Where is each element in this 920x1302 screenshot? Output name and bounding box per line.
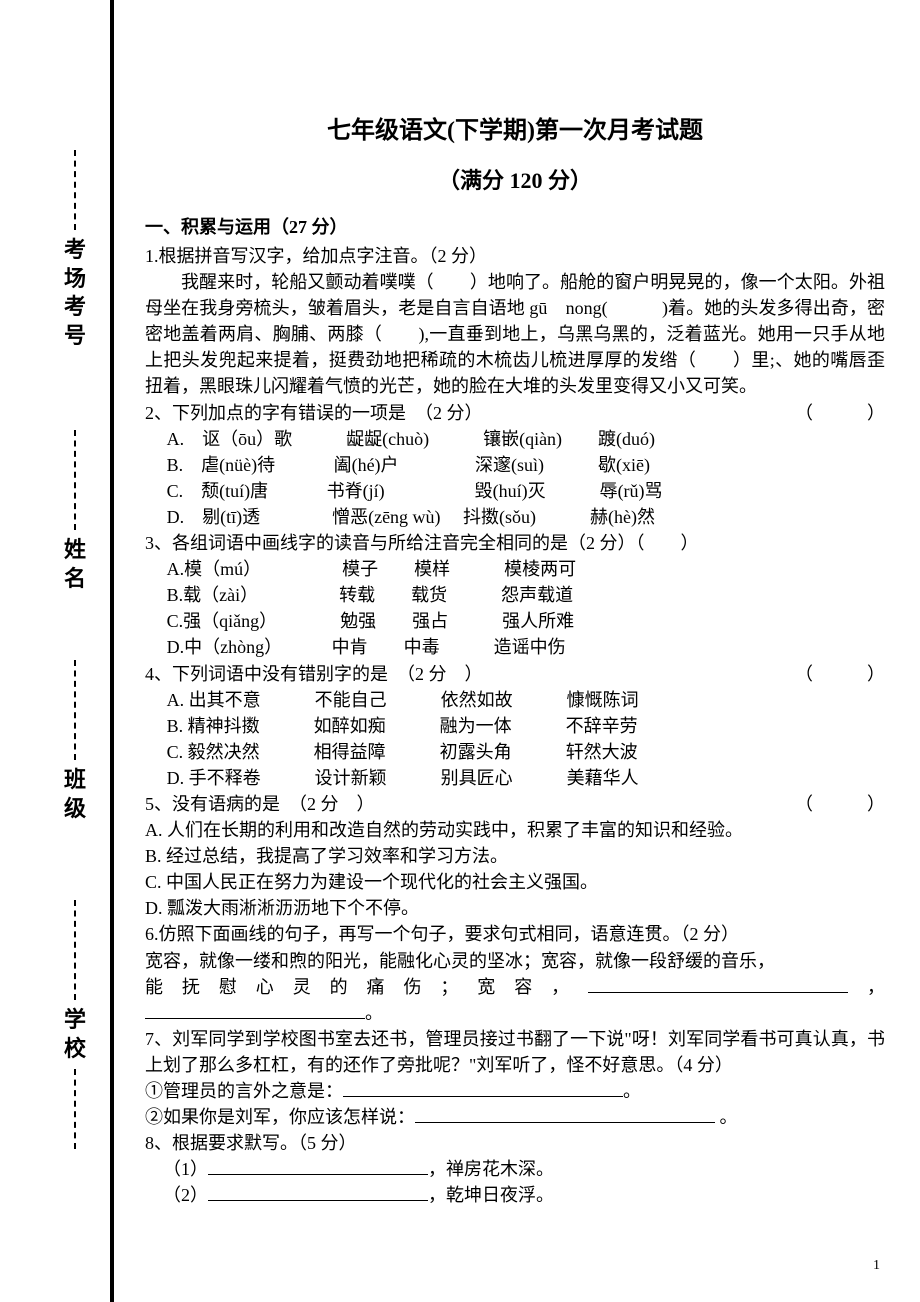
q6-text-b-line: 能抚慰心灵的痛伤；宽容， ， [145,974,885,1000]
q5-stem: 5、没有语病的是 （2 分 ） [145,791,375,817]
q6-text-a: 宽容，就像一缕和煦的阳光，能融化心灵的坚冰；宽容，就像一段舒缓的音乐， [145,948,885,974]
q2-stem: 2、下列加点的字有错误的一项是 （2 分） [145,400,483,426]
dash-line [74,1069,76,1149]
q2-option-b: B. 虐(nüè)待 阖(hé)户 深邃(suì) 歇(xiē) [145,452,885,478]
fill-blank [588,992,848,993]
q4-stem-row: 4、下列词语中没有错别字的是 （2 分 ） （ ） [145,661,885,687]
q5-stem-row: 5、没有语病的是 （2 分 ） （ ） [145,791,885,817]
q5-option-b: B. 经过总结，我提高了学习效率和学习方法。 [145,843,885,869]
answer-paren: （ ） [795,791,885,817]
sidebar-label-exam-room: 考场考号 [64,236,86,350]
q8-2-prefix: （2） [163,1185,208,1205]
q8-2-suffix: ，乾坤日夜浮。 [428,1185,554,1205]
sidebar-group-school: 学校 [50,900,100,1149]
dash-line [74,150,76,230]
dash-line [74,660,76,760]
sidebar-group-name: 姓名 [50,430,100,599]
period: 。 [623,1081,641,1101]
q8-stem: 8、根据要求默写。（5 分） [145,1130,885,1156]
q6-text-b-prefix: 能抚慰心灵的痛伤；宽容， [145,977,588,997]
q3-option-b: B.载（zài） 转载 载货 怨声载道 [145,582,885,608]
fill-blank [208,1174,428,1175]
q3-stem: 3、各组词语中画线字的读音与所给注音完全相同的是（2 分）（ ） [145,530,885,556]
fill-blank [343,1096,623,1097]
period: 。 [720,1107,738,1127]
q4-stem: 4、下列词语中没有错别字的是 （2 分 ） [145,661,483,687]
q6-fill-line-2: 。 [145,1000,885,1026]
dash-line [74,900,76,1000]
fill-blank [208,1200,428,1201]
page-number: 1 [873,1258,880,1274]
q3-option-c: C.强（qiǎng） 勉强 强占 强人所难 [145,608,885,634]
exam-subtitle: （满分 120 分） [145,163,885,195]
q8-item-1: （1） ，禅房花木深。 [145,1156,885,1182]
q2-option-a: A. 讴（ōu）歌 龊龊(chuò) 镶嵌(qiàn) 踱(duó) [145,426,885,452]
sidebar-label-class: 班级 [64,766,86,823]
q2-option-d: D. 剔(tī)透 憎恶(zēng wù) 抖擞(sǒu) 赫(hè)然 [145,504,885,530]
period: 。 [365,1003,383,1023]
answer-paren: （ ） [795,400,885,426]
q3-option-a: A.模（mú） 模子 模样 模棱两可 [145,556,885,582]
q4-option-c: C. 毅然决然 相得益障 初露头角 轩然大波 [145,739,885,765]
q7-sub1: ①管理员的言外之意是： [145,1081,343,1101]
q6-stem: 6.仿照下面画线的句子，再写一个句子，要求句式相同，语意连贯。（2 分） [145,921,885,947]
q8-1-prefix: （1） [163,1159,208,1179]
binding-sidebar: 考场考号 姓名 班级 学校 [50,0,100,1302]
answer-paren: （ ） [795,661,885,687]
q5-option-c: C. 中国人民正在努力为建设一个现代化的社会主义强国。 [145,869,885,895]
comma: ， [848,977,885,997]
q7-sub2-line: ②如果你是刘军，你应该怎样说： 。 [145,1104,885,1130]
q8-item-2: （2） ，乾坤日夜浮。 [145,1182,885,1208]
q7-sub2: ②如果你是刘军，你应该怎样说： [145,1107,415,1127]
sidebar-label-school: 学校 [64,1006,86,1063]
q7-sub1-line: ①管理员的言外之意是： 。 [145,1078,885,1104]
q8-1-suffix: ，禅房花木深。 [428,1159,554,1179]
fill-blank [145,1018,365,1019]
q1-stem: 1.根据拼音写汉字，给加点字注音。（2 分） [145,243,885,269]
q5-option-a: A. 人们在长期的利用和改造自然的劳动实践中，积累了丰富的知识和经验。 [145,817,885,843]
sidebar-label-name: 姓名 [64,536,86,593]
binding-margin-line [110,0,114,1302]
q4-option-b: B. 精神抖擞 如醉如痴 融为一体 不辞辛劳 [145,713,885,739]
q3-option-d: D.中（zhòng） 中肯 中毒 造谣中伤 [145,634,885,660]
q4-option-d: D. 手不释卷 设计新颖 别具匠心 美藉华人 [145,765,885,791]
q2-stem-row: 2、下列加点的字有错误的一项是 （2 分） （ ） [145,400,885,426]
q1-passage: 我醒来时，轮船又颤动着噗噗（ ）地响了。船舱的窗户明晃晃的，像一个太阳。外祖母坐… [145,269,885,399]
exam-title: 七年级语文(下学期)第一次月考试题 [145,110,885,145]
q5-option-d: D. 瓢泼大雨淅淅沥沥地下个不停。 [145,895,885,921]
dash-line [74,430,76,530]
section-1-head: 一、积累与运用（27 分） [145,213,885,239]
q2-option-c: C. 颓(tuí)唐 书脊(jí) 毁(huí)灭 辱(rǔ)骂 [145,478,885,504]
q4-option-a: A. 出其不意 不能自己 依然如故 慷慨陈词 [145,687,885,713]
page-content: 七年级语文(下学期)第一次月考试题 （满分 120 分） 一、积累与运用（27 … [145,110,885,1208]
q7-stem: 7、刘军同学到学校图书室去还书，管理员接过书翻了一下说"呀！刘军同学看书可真认真… [145,1026,885,1078]
sidebar-group-exam-room: 考场考号 [50,150,100,356]
fill-blank [415,1122,715,1123]
sidebar-group-class: 班级 [50,660,100,829]
